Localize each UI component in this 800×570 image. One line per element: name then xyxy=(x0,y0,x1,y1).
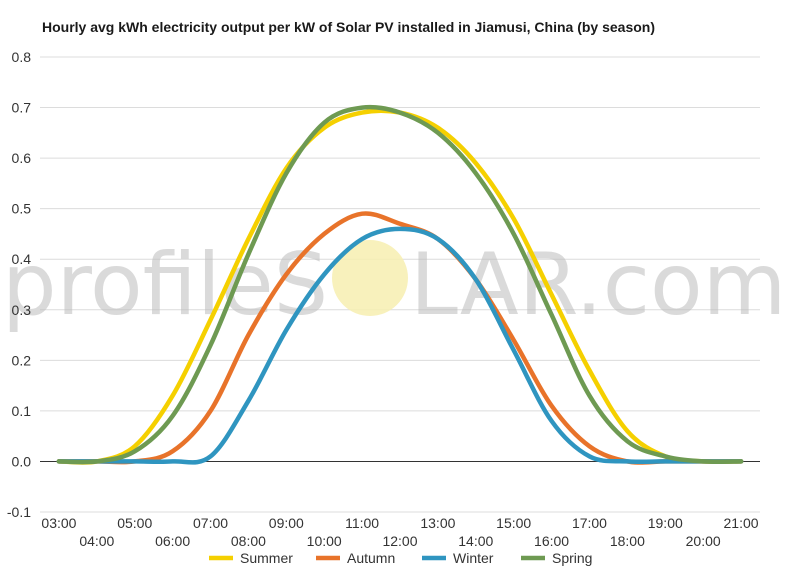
x-tick-label: 09:00 xyxy=(269,515,304,531)
x-tick-label: 06:00 xyxy=(155,533,190,549)
x-tick-label: 14:00 xyxy=(458,533,493,549)
legend-label: Spring xyxy=(552,550,592,566)
x-tick-label: 19:00 xyxy=(648,515,683,531)
y-tick-label: -0.1 xyxy=(7,504,31,520)
x-tick-label: 07:00 xyxy=(193,515,228,531)
x-axis-ticks: 03:0004:0005:0006:0007:0008:0009:0010:00… xyxy=(41,515,758,549)
x-tick-label: 11:00 xyxy=(345,515,379,531)
x-tick-label: 03:00 xyxy=(41,515,76,531)
x-tick-label: 10:00 xyxy=(307,533,342,549)
y-tick-label: 0.4 xyxy=(12,251,32,267)
y-tick-label: 0.1 xyxy=(12,403,32,419)
y-axis-ticks: -0.1 0.0 0.1 0.2 0.3 0.4 0.5 0.6 0.7 0.8 xyxy=(7,49,31,520)
x-tick-label: 16:00 xyxy=(534,533,569,549)
y-tick-label: 0.2 xyxy=(12,352,32,368)
legend-label: Winter xyxy=(453,550,494,566)
x-tick-label: 20:00 xyxy=(686,533,721,549)
legend-item-summer: Summer xyxy=(209,550,293,566)
y-tick-label: 0.6 xyxy=(12,150,32,166)
y-tick-label: 0.5 xyxy=(12,201,32,217)
watermark: profileS LAR.com xyxy=(2,235,786,335)
x-tick-label: 17:00 xyxy=(572,515,607,531)
x-tick-label: 18:00 xyxy=(610,533,645,549)
series-line-winter xyxy=(56,226,744,465)
x-tick-label: 12:00 xyxy=(382,533,417,549)
x-tick-label: 04:00 xyxy=(79,533,114,549)
watermark-text-left: profileS xyxy=(2,235,328,335)
legend-item-autumn: Autumn xyxy=(316,550,395,566)
series-line-spring xyxy=(56,104,744,465)
y-tick-label: 0.0 xyxy=(12,453,32,469)
legend-label: Summer xyxy=(240,550,293,566)
y-tick-label: 0.8 xyxy=(12,49,32,65)
legend-label: Autumn xyxy=(347,550,395,566)
legend-item-winter: Winter xyxy=(422,550,494,566)
legend-item-spring: Spring xyxy=(521,550,592,566)
x-tick-label: 05:00 xyxy=(117,515,152,531)
x-tick-label: 21:00 xyxy=(724,515,759,531)
watermark-text-right: LAR.com xyxy=(410,235,786,335)
x-tick-label: 13:00 xyxy=(420,515,455,531)
chart-title: Hourly avg kWh electricity output per kW… xyxy=(42,19,656,35)
watermark-sun xyxy=(332,240,408,316)
y-tick-label: 0.3 xyxy=(12,302,32,318)
y-tick-label: 0.7 xyxy=(12,100,32,116)
x-tick-label: 15:00 xyxy=(496,515,531,531)
x-tick-label: 08:00 xyxy=(231,533,266,549)
series-lines xyxy=(56,104,744,465)
legend: Summer Autumn Winter Spring xyxy=(209,550,592,566)
